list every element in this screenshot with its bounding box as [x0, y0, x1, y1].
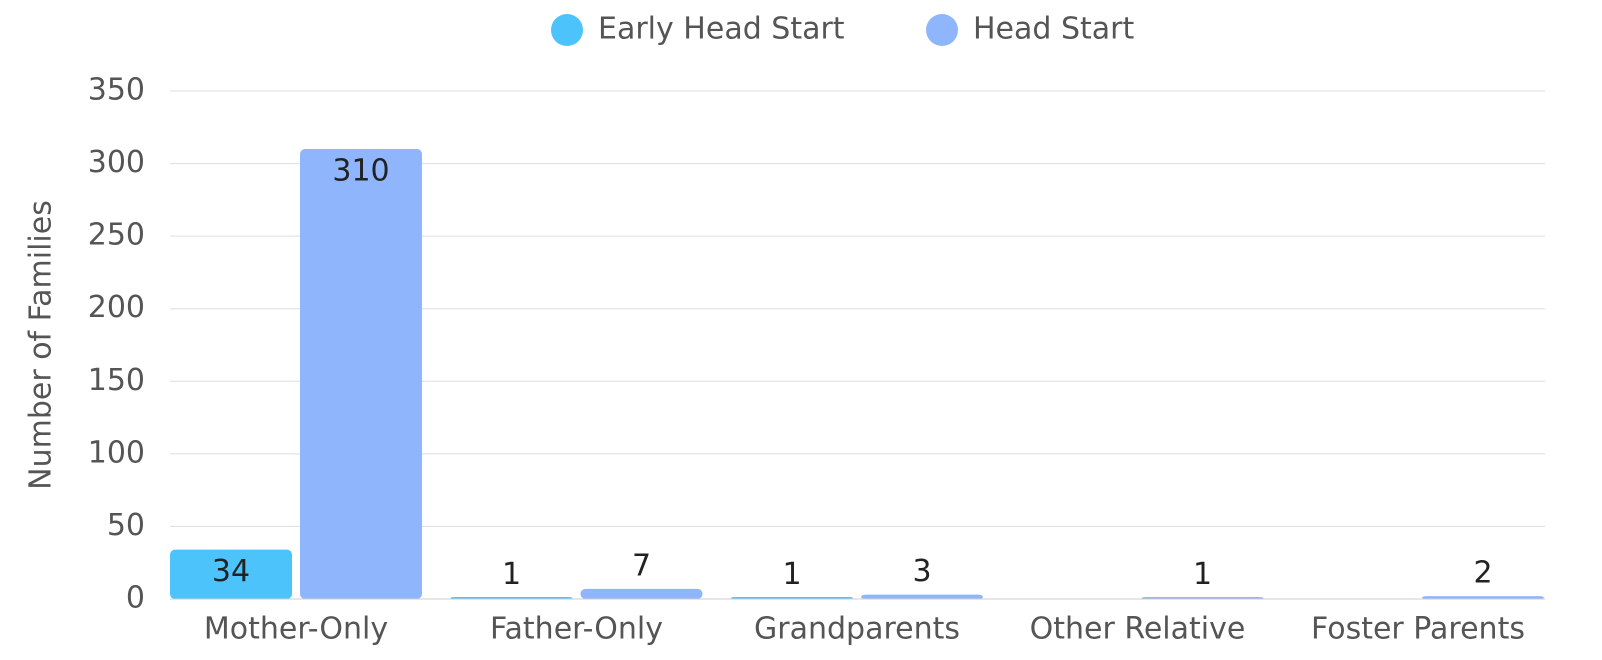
bar — [861, 594, 983, 599]
value-label: 310 — [332, 154, 389, 189]
bar — [580, 588, 703, 599]
bar — [300, 149, 422, 600]
legend-label: Early Head Start — [598, 12, 845, 47]
y-tick-label: 100 — [88, 435, 145, 470]
bar — [1422, 596, 1544, 599]
value-label: 34 — [212, 554, 250, 589]
x-tick-label: Father-Only — [490, 612, 663, 647]
x-tick-label: Foster Parents — [1311, 612, 1525, 647]
value-label: 1 — [502, 557, 521, 592]
legend-marker — [926, 14, 958, 46]
bar — [170, 549, 292, 599]
x-tick-label: Mother-Only — [204, 612, 388, 647]
legend-marker — [551, 14, 583, 46]
value-label: 3 — [912, 554, 931, 589]
value-label: 1 — [1193, 557, 1212, 592]
y-tick-label: 250 — [88, 218, 145, 253]
x-tick-label: Other Relative — [1030, 612, 1246, 647]
legend-label: Head Start — [973, 12, 1135, 47]
y-tick-label: 50 — [107, 508, 145, 543]
y-tick-label: 300 — [88, 145, 145, 180]
y-tick-label: 150 — [88, 363, 145, 398]
value-label: 1 — [782, 557, 801, 592]
y-tick-label: 350 — [88, 73, 145, 108]
x-tick-label: Grandparents — [754, 612, 960, 647]
y-tick-label: 0 — [126, 581, 145, 616]
y-axis-title: Number of Families — [24, 200, 59, 490]
value-label: 7 — [632, 548, 651, 583]
y-tick-label: 200 — [88, 290, 145, 325]
value-label: 2 — [1473, 556, 1492, 591]
